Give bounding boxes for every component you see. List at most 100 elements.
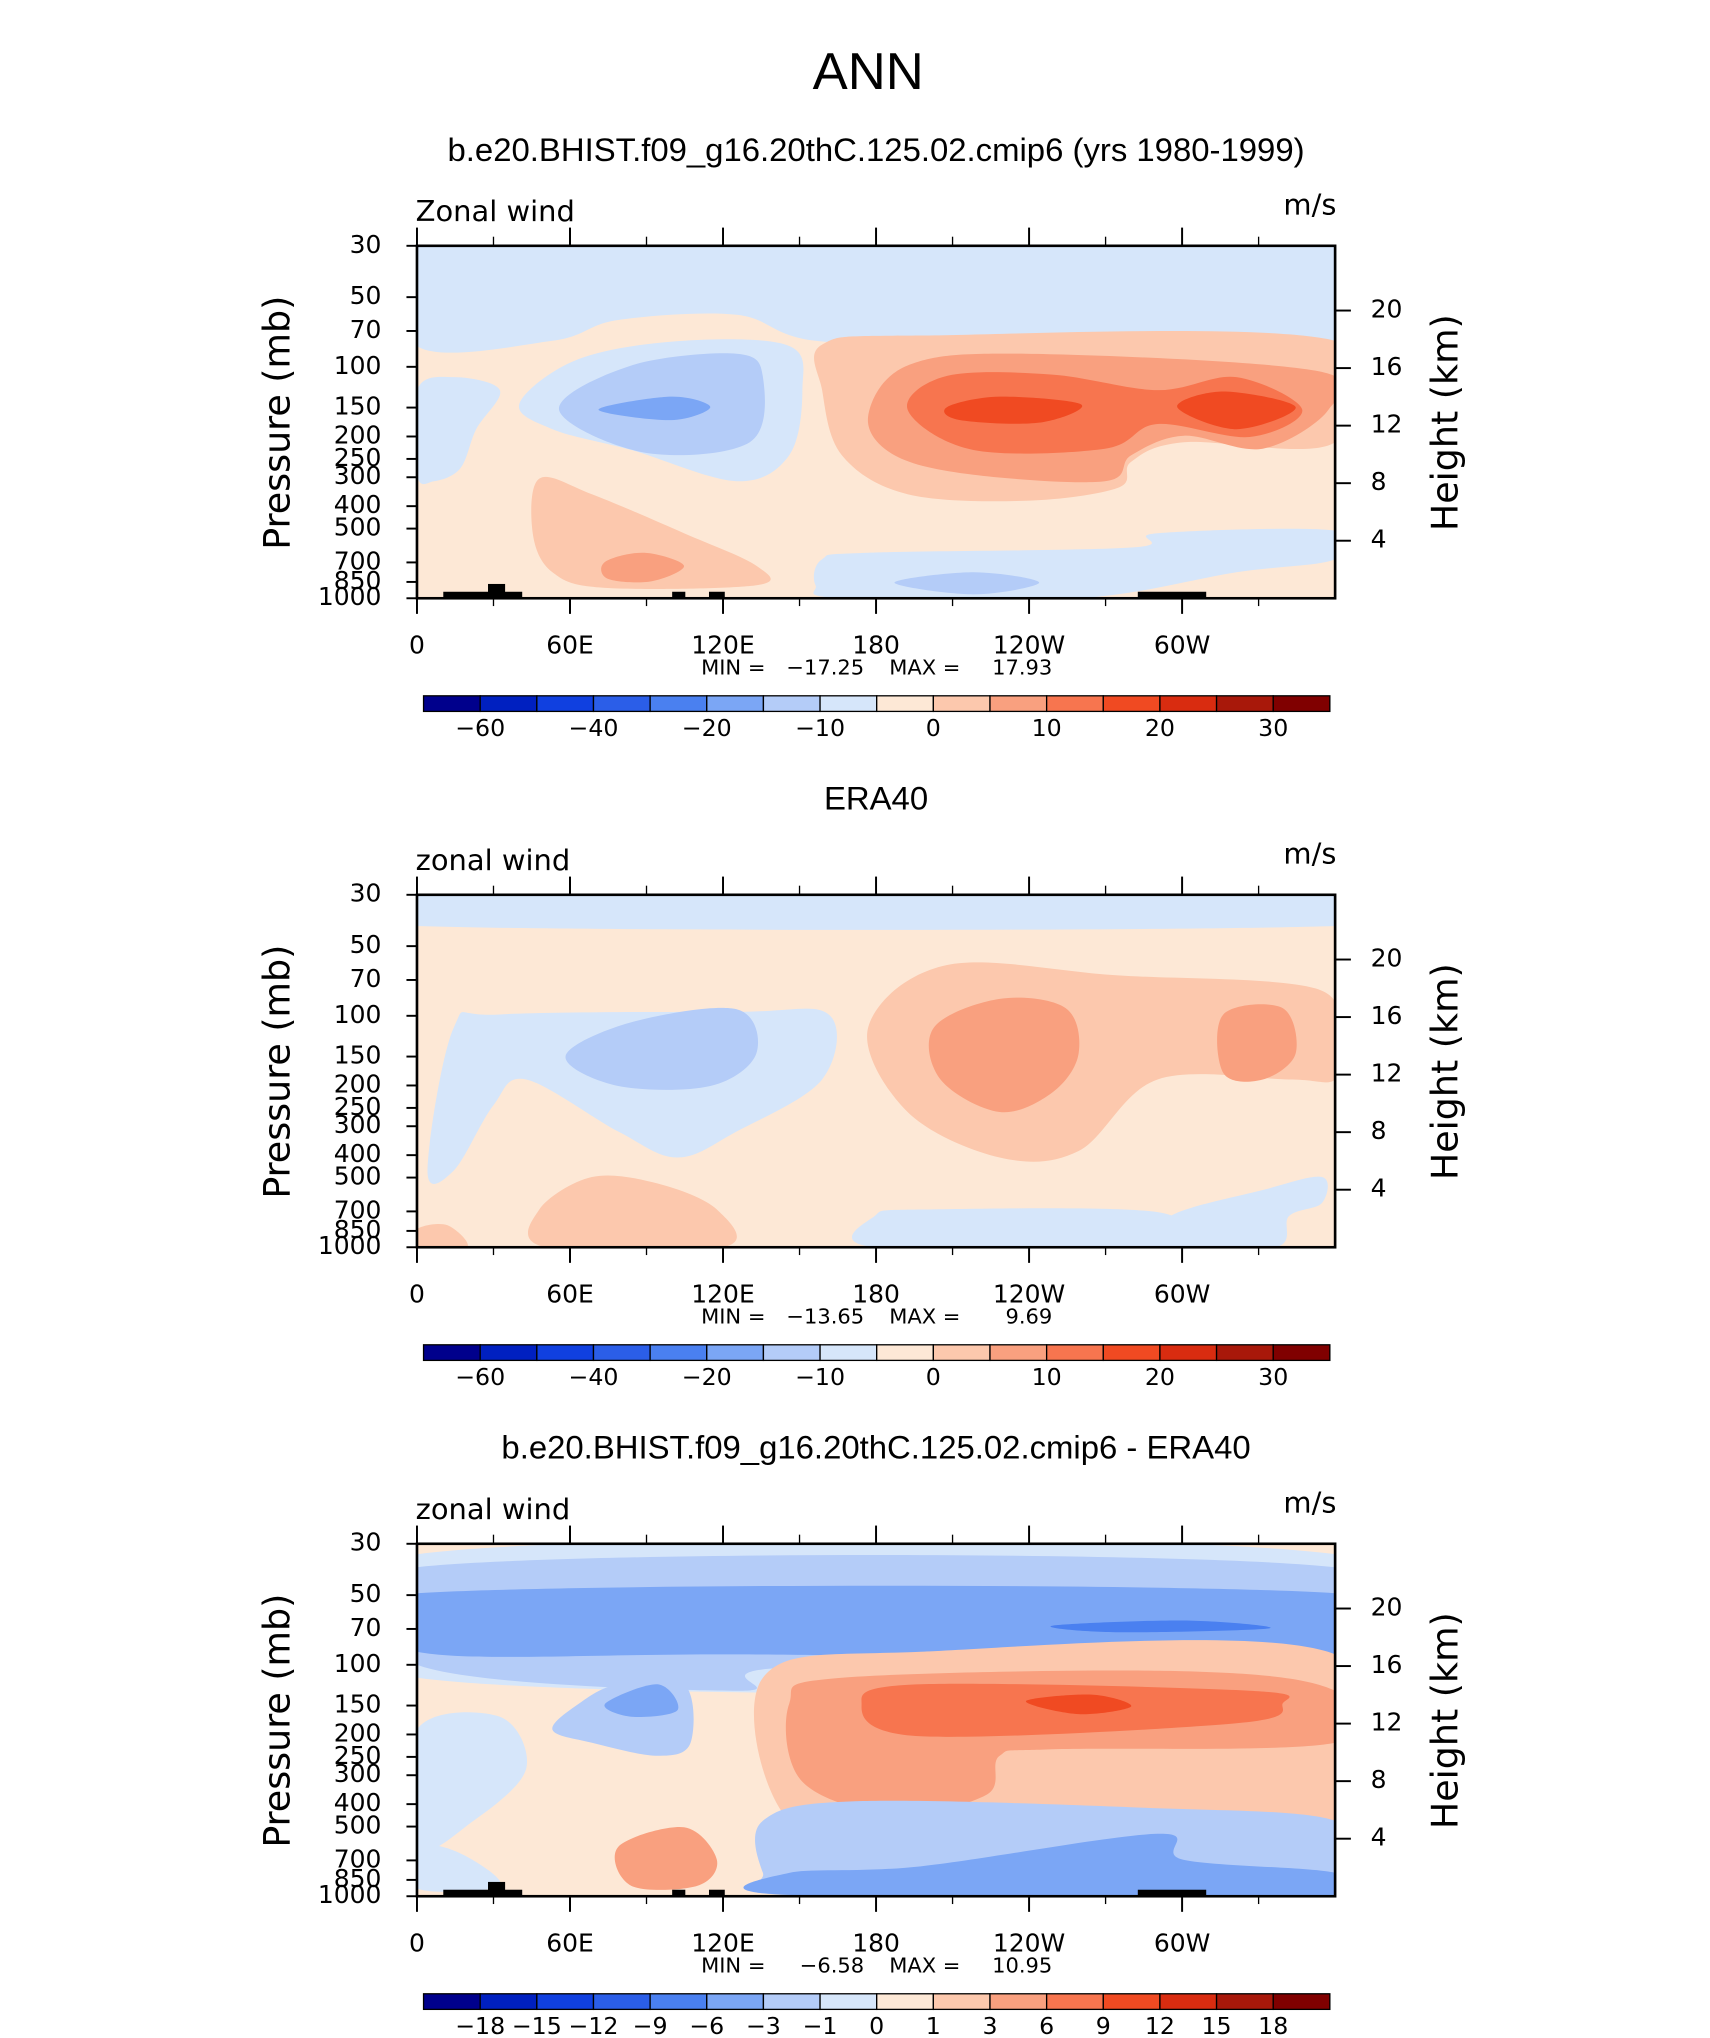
x-tick-label: 0 — [409, 1928, 425, 1957]
colorbar-box — [592, 695, 651, 713]
panel-title: b.e20.BHIST.f09_g16.20thC.125.02.cmip6 (… — [448, 131, 1305, 168]
x-tick-label: 120E — [691, 630, 754, 659]
contour-fill — [1217, 1004, 1297, 1082]
colorbar-label: −60 — [455, 1363, 505, 1391]
y2-tick-label: 4 — [1371, 1823, 1387, 1852]
colorbar-box — [876, 1344, 935, 1362]
colorbar-box — [762, 695, 821, 713]
panel-title: b.e20.BHIST.f09_g16.20thC.125.02.cmip6 -… — [501, 1429, 1250, 1466]
colorbar-box — [649, 1993, 708, 2011]
contour-fill — [1177, 391, 1296, 430]
y2-tick-label: 12 — [1371, 1059, 1403, 1088]
min-label: MIN = — [701, 1305, 765, 1329]
colorbar-label: 20 — [1145, 714, 1175, 742]
colorbar-box — [1215, 1993, 1274, 2011]
colorbar-box — [422, 1993, 481, 2011]
colorbar-label: −6 — [689, 2012, 724, 2038]
y-tick-label: 50 — [350, 1579, 382, 1608]
colorbar-box — [1215, 1344, 1274, 1362]
y2-axis-label: Height (km) — [1423, 1612, 1466, 1829]
y-tick-label: 300 — [334, 461, 382, 490]
colorbar-box — [1272, 695, 1331, 713]
units-label: m/s — [1283, 188, 1336, 222]
x-tick-label: 120W — [993, 1928, 1065, 1957]
colorbar-box — [706, 1993, 765, 2011]
colorbar-box — [762, 1993, 821, 2011]
colorbar-box — [1215, 695, 1274, 713]
colorbar-label: −18 — [455, 2012, 505, 2038]
y-tick-label: 250 — [334, 1092, 382, 1121]
colorbar-box — [1159, 1344, 1218, 1362]
y2-tick-label: 20 — [1371, 944, 1403, 973]
x-tick-label: 120E — [691, 1279, 754, 1308]
x-tick-label: 180 — [852, 1928, 900, 1957]
colorbar-label: 0 — [926, 1363, 941, 1391]
y-tick-label: 50 — [350, 281, 382, 310]
y2-tick-label: 4 — [1371, 525, 1387, 554]
colorbar-label: 9 — [1096, 2012, 1111, 2038]
y2-tick-label: 8 — [1371, 1116, 1387, 1145]
y-tick-label: 30 — [350, 230, 382, 259]
x-tick-label: 0 — [409, 630, 425, 659]
y2-tick-label: 16 — [1371, 352, 1403, 381]
x-tick-label: 180 — [852, 1279, 900, 1308]
colorbar-box — [1045, 1993, 1104, 2011]
units-label: m/s — [1283, 837, 1336, 871]
colorbar-box — [706, 695, 765, 713]
x-tick-label: 60E — [546, 1279, 594, 1308]
colorbar-box — [932, 695, 991, 713]
colorbar-box — [1159, 695, 1218, 713]
contour-fill — [851, 1208, 1191, 1248]
contour-fill — [894, 572, 1040, 595]
y-tick-label: 150 — [334, 392, 382, 421]
max-value: 10.95 — [992, 1954, 1052, 1978]
variable-label: zonal wind — [416, 843, 571, 877]
max-label: MAX = — [889, 1305, 960, 1329]
y-tick-label: 150 — [334, 1690, 382, 1719]
max-label: MAX = — [889, 656, 960, 680]
y-tick-label: 70 — [350, 964, 382, 993]
y-tick-label: 700 — [334, 1195, 382, 1224]
colorbar-label: −10 — [795, 714, 845, 742]
colorbar-box — [819, 1344, 878, 1362]
colorbar-box — [592, 1993, 651, 2011]
x-tick-label: 120W — [993, 630, 1065, 659]
y-tick-label: 850 — [334, 1215, 382, 1244]
colorbar-label: 0 — [869, 2012, 884, 2038]
y-tick-label: 300 — [334, 1110, 382, 1139]
colorbar-box — [1272, 1993, 1331, 2011]
y-tick-label: 100 — [334, 351, 382, 380]
colorbar-box — [422, 695, 481, 713]
y-tick-label: 700 — [334, 1844, 382, 1873]
colorbar-label: −40 — [569, 1363, 619, 1391]
colorbar-label: −12 — [569, 2012, 619, 2038]
contour-fill — [531, 476, 771, 589]
x-tick-label: 180 — [852, 630, 900, 659]
x-tick-label: 60E — [546, 1928, 594, 1957]
colorbar-label: 1 — [926, 2012, 941, 2038]
colorbar-box — [422, 1344, 481, 1362]
contour-fill — [416, 376, 501, 485]
colorbar-box — [876, 1993, 935, 2011]
y-tick-label: 300 — [334, 1759, 382, 1788]
colorbar-box — [1102, 695, 1161, 713]
y2-tick-label: 20 — [1371, 295, 1403, 324]
colorbar-label: −15 — [512, 2012, 562, 2038]
contour-fill — [416, 894, 1336, 930]
y2-tick-label: 8 — [1371, 467, 1387, 496]
contour-group — [416, 894, 1336, 1248]
colorbar-label: −60 — [455, 714, 505, 742]
x-tick-label: 60W — [1154, 1279, 1211, 1308]
max-label: MAX = — [889, 1954, 960, 1978]
y2-tick-label: 4 — [1371, 1174, 1387, 1203]
colorbar-label: −1 — [803, 2012, 838, 2038]
y2-tick-label: 16 — [1371, 1001, 1403, 1030]
contour-fill — [416, 245, 1336, 353]
y-tick-label: 400 — [334, 490, 382, 519]
panel-title: ERA40 — [824, 780, 928, 817]
y-tick-label: 500 — [334, 513, 382, 542]
units-label: m/s — [1283, 1486, 1336, 1520]
colorbar-label: 10 — [1032, 1363, 1062, 1391]
